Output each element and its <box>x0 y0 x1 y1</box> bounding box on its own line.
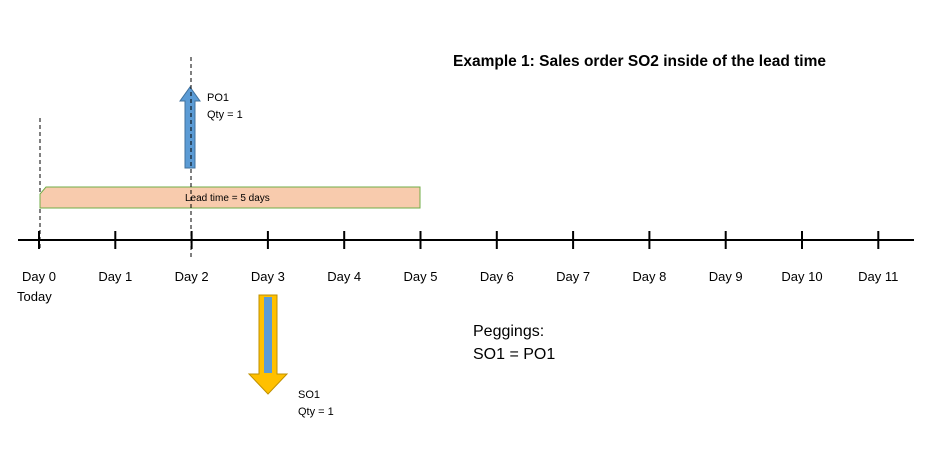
day-label-0: Day 0 <box>22 269 56 284</box>
timeline-day-labels: Day 0 Day 1 Day 2 Day 3 Day 4 Day 5 Day 6 Day 7… <box>22 269 898 284</box>
peggings-heading: Peggings: <box>473 323 544 340</box>
lead-time-bar <box>39 186 421 209</box>
so1-arrow-inner-stripe <box>264 297 272 373</box>
day-label-3: Day 3 <box>251 269 285 284</box>
day-label-1: Day 1 <box>98 269 132 284</box>
day-label-11: Day 11 <box>858 269 898 284</box>
day-label-6: Day 6 <box>480 269 514 284</box>
day-label-10: Day 10 <box>781 269 822 284</box>
peggings-line: SO1 = PO1 <box>473 346 555 363</box>
day-label-2: Day 2 <box>175 269 209 284</box>
lead-time-label: Lead time = 5 days <box>185 193 270 204</box>
day-label-8: Day 8 <box>632 269 666 284</box>
day-label-9: Day 9 <box>709 269 743 284</box>
po1-name: PO1 <box>207 92 229 104</box>
diagram-title: Example 1: Sales order SO2 inside of the… <box>453 53 826 70</box>
timeline-ticks <box>38 231 880 249</box>
day-label-4: Day 4 <box>327 269 361 284</box>
day-label-7: Day 7 <box>556 269 590 284</box>
po1-up-arrow <box>179 86 201 169</box>
today-label: Today <box>17 289 52 304</box>
po1-qty: Qty = 1 <box>207 109 243 121</box>
so1-name: SO1 <box>298 389 320 401</box>
so1-qty: Qty = 1 <box>298 406 334 418</box>
day-label-5: Day 5 <box>404 269 438 284</box>
